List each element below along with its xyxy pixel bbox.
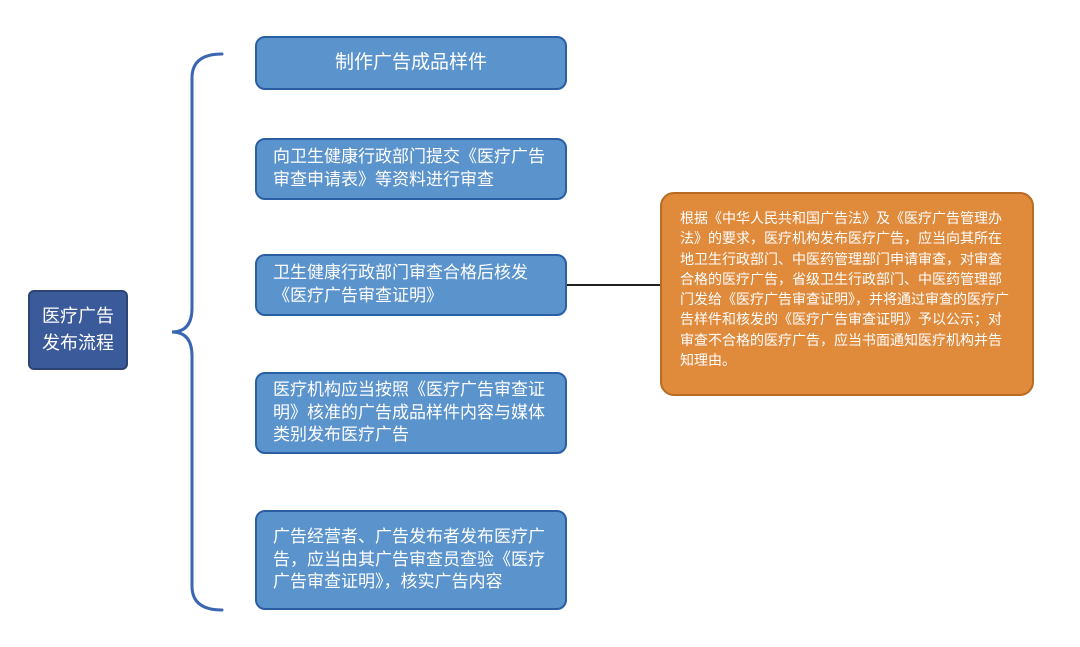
root-node: 医疗广告发布流程 [28,290,128,370]
step-box-1: 制作广告成品样件 [255,36,567,90]
brace-connector [142,46,232,618]
step-box-label: 向卫生健康行政部门提交《医疗广告审查申请表》等资料进行审查 [273,146,549,192]
step-box-2: 向卫生健康行政部门提交《医疗广告审查申请表》等资料进行审查 [255,138,567,200]
step-box-5: 广告经营者、广告发布者发布医疗广告，应当由其广告审查员查验《医疗广告审查证明》，… [255,510,567,610]
step-box-label: 医疗机构应当按照《医疗广告审查证明》核准的广告成品样件内容与媒体类别发布医疗广告 [273,379,549,448]
connector-line [567,284,660,286]
step-box-3: 卫生健康行政部门审查合格后核发《医疗广告审查证明》 [255,254,567,316]
note-box: 根据《中华人民共和国广告法》及《医疗广告管理办法》的要求，医疗机构发布医疗广告，… [660,192,1034,396]
step-box-label: 卫生健康行政部门审查合格后核发《医疗广告审查证明》 [273,262,549,308]
step-box-label: 广告经营者、广告发布者发布医疗广告，应当由其广告审查员查验《医疗广告审查证明》，… [273,526,549,595]
step-box-4: 医疗机构应当按照《医疗广告审查证明》核准的广告成品样件内容与媒体类别发布医疗广告 [255,372,567,454]
root-node-label: 医疗广告发布流程 [42,303,114,357]
step-box-label: 制作广告成品样件 [335,50,487,76]
note-box-text: 根据《中华人民共和国广告法》及《医疗广告管理办法》的要求，医疗机构发布医疗广告，… [680,210,1009,368]
